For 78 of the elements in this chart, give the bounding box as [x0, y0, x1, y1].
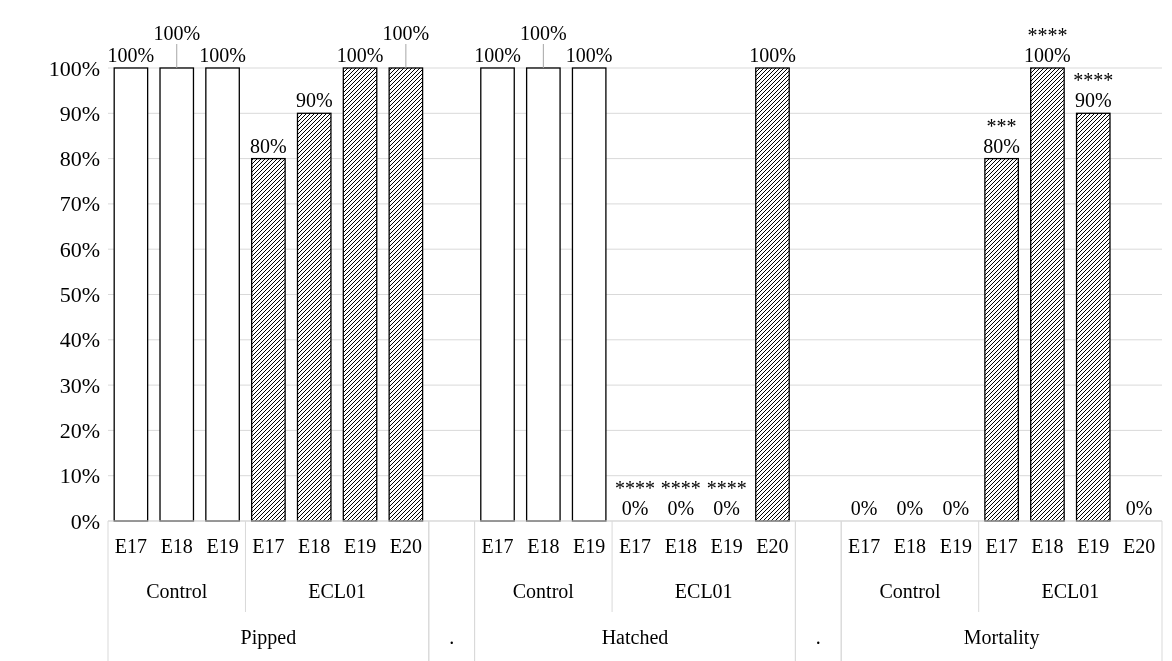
data-label: 100% — [153, 22, 201, 44]
y-tick-label: 80% — [59, 146, 100, 172]
x-tick-label: E18 — [893, 534, 927, 557]
data-label: *** 80% — [983, 114, 1020, 157]
bar — [296, 112, 332, 522]
x-tick-label: E17 — [114, 534, 148, 557]
x-tick-label: E19 — [710, 534, 743, 557]
text: Mortality — [963, 625, 1040, 649]
data-label: 100% — [474, 44, 521, 66]
y-tick-label: 40% — [59, 327, 100, 353]
data-label: 100% — [520, 22, 567, 44]
x-tick-label: E20 — [389, 534, 422, 557]
text: Control — [879, 580, 941, 602]
data-label: 0% — [1125, 497, 1153, 519]
data-label: 100% — [565, 44, 613, 66]
bar — [342, 67, 378, 522]
x-tick-label: E20 — [756, 534, 789, 557]
y-tick-label: 30% — [59, 372, 100, 398]
text: Hatched — [601, 625, 669, 648]
bar — [205, 67, 240, 522]
bar — [113, 67, 149, 522]
bar — [984, 157, 1019, 522]
data-label: 100% — [749, 44, 796, 66]
x-tick-label: E19 — [939, 534, 972, 557]
x-tick-label: E17 — [618, 534, 652, 557]
bar — [251, 157, 286, 522]
text: . — [815, 625, 821, 648]
x-tick-label: E19 — [343, 534, 377, 557]
y-tick-label: 10% — [59, 463, 100, 489]
y-tick-label: 60% — [59, 236, 100, 262]
x-tick-label: E17 — [848, 534, 881, 557]
x-tick-label: E17 — [481, 534, 514, 557]
text: Pipped — [240, 625, 297, 649]
x-tick-label: E20 — [1122, 534, 1156, 557]
x-tick-label: E18 — [527, 534, 560, 557]
data-label: 100% — [199, 44, 246, 66]
bar — [755, 67, 790, 522]
data-label: 0% — [896, 497, 924, 519]
y-tick-label: 90% — [59, 100, 100, 126]
data-label: **** 90% — [1073, 69, 1114, 112]
x-tick-label: E18 — [1031, 534, 1064, 557]
data-label: **** 0% — [615, 477, 655, 519]
bar — [1075, 112, 1111, 522]
data-label: **** 0% — [706, 477, 747, 519]
data-label: **** 100% — [1024, 24, 1071, 66]
data-label: 0% — [850, 497, 878, 519]
bar — [525, 67, 561, 522]
y-tick-label: 70% — [59, 191, 100, 217]
data-label: 80% — [250, 134, 287, 157]
y-tick-label: 100% — [48, 55, 100, 81]
x-tick-label: E19 — [206, 534, 239, 557]
data-label: 100% — [382, 22, 430, 44]
bar — [1030, 67, 1065, 522]
x-tick-label: E19 — [1077, 534, 1110, 557]
text: . — [449, 625, 455, 648]
x-tick-label: E18 — [664, 534, 697, 557]
bar — [159, 67, 195, 522]
y-tick-label: 20% — [59, 417, 100, 443]
x-tick-label: E18 — [160, 534, 193, 557]
bar — [480, 67, 515, 522]
data-label: 100% — [107, 44, 155, 66]
data-label: 100% — [336, 44, 384, 66]
y-tick-label: 50% — [59, 282, 100, 308]
bar — [571, 67, 607, 522]
x-tick-label: E19 — [573, 534, 606, 557]
y-tick-label: 0% — [70, 508, 100, 534]
text: ECL01 — [308, 580, 367, 602]
bar — [388, 67, 424, 522]
x-tick-label: E17 — [252, 534, 285, 557]
text: Control — [512, 580, 575, 602]
text: ECL01 — [674, 580, 733, 602]
data-label: 90% — [295, 89, 333, 112]
x-tick-label: E17 — [985, 534, 1018, 557]
x-tick-label: E18 — [298, 534, 331, 557]
data-label: **** 0% — [660, 477, 701, 519]
text: Control — [146, 580, 208, 602]
text: ECL01 — [1041, 580, 1100, 602]
data-label: 0% — [942, 497, 970, 519]
